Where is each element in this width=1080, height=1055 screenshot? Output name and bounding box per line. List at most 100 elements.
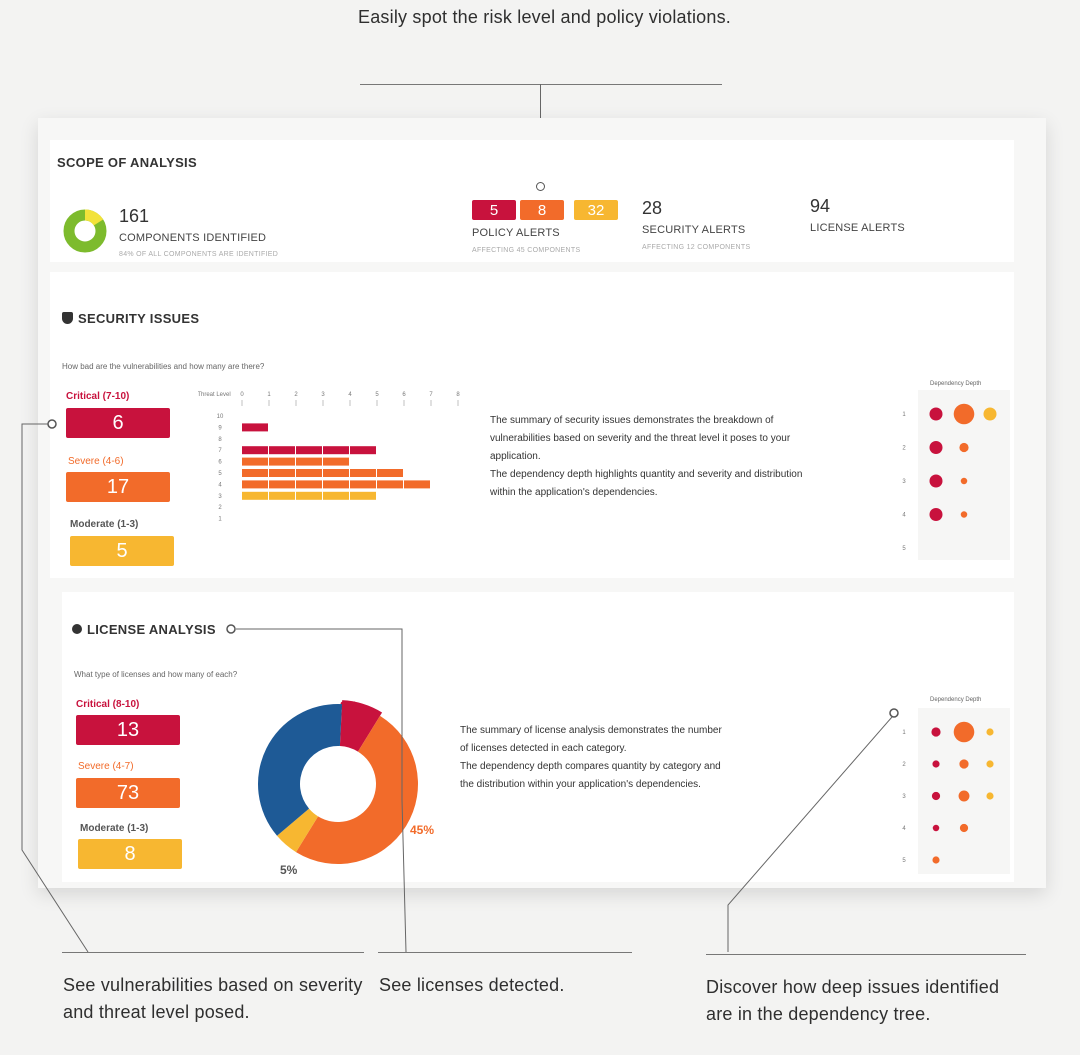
threat-x-tick: 1 — [267, 392, 271, 398]
license-slice — [296, 715, 418, 864]
threat-bar-segment — [323, 457, 349, 466]
license-description: The summary of license analysis demonstr… — [460, 722, 730, 794]
threat-bar-segment — [350, 491, 376, 500]
threat-x-tick: 4 — [348, 392, 352, 398]
license-depth-chart: 1 2 3 4 5 — [902, 721, 994, 864]
threat-bar-segment — [323, 469, 349, 477]
threat-x-tick: 5 — [375, 392, 379, 398]
components-donut — [63, 209, 107, 253]
policy-connector-dot — [536, 182, 545, 191]
license-description-text-2: The dependency depth compares quantity b… — [460, 761, 721, 790]
threat-y-tick: 6 — [218, 460, 222, 466]
security-question: How bad are the vulnerabilities and how … — [62, 362, 265, 371]
connector-severity-dot — [47, 419, 57, 429]
license-alerts-label: LICENSE ALERTS — [810, 222, 905, 234]
threat-bar-segment — [296, 446, 322, 455]
threat-bar-segment — [269, 446, 295, 455]
annotation-right-rule — [706, 954, 1026, 955]
security-title: SECURITY ISSUES — [78, 311, 200, 326]
depth-dot — [986, 760, 994, 768]
threat-bar-segment — [242, 491, 268, 500]
depth-dot — [929, 440, 943, 455]
license-depth-label: Dependency Depth — [930, 697, 982, 703]
license-severe-label: Severe (4-7) — [78, 761, 134, 772]
annotation-top-rule — [360, 84, 722, 85]
policy-badge-moderate[interactable]: 32 — [574, 200, 618, 220]
security-title-row: SECURITY ISSUES — [62, 311, 199, 326]
security-moderate-value[interactable]: 5 — [70, 536, 174, 566]
depth-dot — [959, 759, 969, 769]
license-card — [62, 592, 1014, 882]
security-alerts-count: 28 — [642, 198, 663, 218]
depth-dot — [932, 760, 940, 768]
depth-dot — [931, 791, 941, 801]
license-donut-chart: 8% 45% 5% — [258, 699, 434, 877]
security-critical-value[interactable]: 6 — [66, 408, 170, 438]
license-moderate-value[interactable]: 8 — [78, 839, 182, 869]
license-slice-label: 5% — [280, 863, 298, 877]
policy-badge-critical[interactable]: 5 — [472, 200, 516, 220]
threat-bar-segment — [350, 480, 376, 489]
depth-y-tick: 3 — [902, 479, 906, 485]
threat-bar-segment — [269, 457, 295, 466]
connector-license — [236, 628, 407, 953]
threat-x-tick: 7 — [429, 392, 433, 398]
annotation-bottom-middle: See licenses detected. — [379, 975, 565, 995]
threat-y-tick: 2 — [218, 505, 222, 511]
depth-dot — [959, 442, 969, 453]
components-count: 161 — [119, 206, 150, 226]
security-moderate-label: Moderate (1-3) — [70, 519, 139, 530]
policy-sub: AFFECTING 45 COMPONENTS — [472, 247, 581, 254]
license-critical-label: Critical (8-10) — [76, 699, 140, 710]
depth-y-tick: 4 — [902, 513, 906, 519]
depth-dot — [953, 721, 975, 743]
policy-label: POLICY ALERTS — [472, 227, 560, 239]
annotation-bottom-left: See vulnerabilities based on severity an… — [63, 975, 363, 1022]
security-severe-value[interactable]: 17 — [66, 472, 170, 502]
components-label: COMPONENTS IDENTIFIED — [119, 232, 267, 244]
components-donut-unidentified — [84, 209, 104, 226]
threat-bar-segment — [377, 469, 403, 477]
connector-depth-dot — [889, 708, 899, 718]
threat-bar-segment — [242, 480, 268, 489]
license-critical-value[interactable]: 13 — [76, 715, 180, 745]
security-critical-label: Critical (7-10) — [66, 391, 130, 402]
depth-y-tick: 4 — [902, 826, 906, 832]
security-depth-label: Dependency Depth — [930, 381, 982, 387]
depth-dot — [986, 728, 994, 736]
license-slice — [258, 704, 342, 836]
threat-level-chart: Threat Level 0 1 2 3 4 5 6 7 8 10 9 8 7 6 5 4 3 2 1 — [198, 392, 460, 523]
depth-y-tick: 1 — [902, 412, 906, 418]
policy-badge-severe[interactable]: 8 — [520, 200, 564, 220]
threat-bar-segment — [404, 480, 430, 489]
annotation-middle-rule — [378, 952, 632, 953]
annotation-left-rule — [62, 952, 364, 953]
threat-y-tick: 8 — [218, 437, 222, 443]
threat-x-tick: 0 — [240, 392, 244, 398]
security-alerts-label: SECURITY ALERTS — [642, 224, 746, 236]
depth-y-tick: 5 — [902, 858, 906, 864]
threat-bar-segment — [323, 480, 349, 489]
threat-bar-segment — [296, 457, 322, 466]
threat-bar-segment — [242, 457, 268, 466]
threat-bar-segment — [242, 469, 268, 477]
threat-bar-segment — [296, 469, 322, 477]
security-description-text: The summary of security issues demonstra… — [490, 415, 791, 462]
depth-dot — [958, 790, 970, 802]
threat-y-tick: 1 — [218, 517, 222, 523]
license-description-text: The summary of license analysis demonstr… — [460, 725, 722, 754]
security-severe-label: Severe (4-6) — [68, 456, 124, 467]
threat-bar-segment — [323, 446, 349, 455]
shield-icon — [62, 312, 73, 324]
threat-bar-segment — [242, 446, 268, 455]
license-severe-value[interactable]: 73 — [76, 778, 180, 808]
security-depth-chart: 1 2 3 4 5 — [902, 403, 997, 552]
license-alerts-count: 94 — [810, 196, 831, 216]
threat-bar-segment — [296, 491, 322, 500]
depth-y-tick: 2 — [902, 446, 906, 452]
depth-dot — [932, 824, 940, 832]
license-moderate-label: Moderate (1-3) — [80, 823, 149, 834]
depth-dot — [986, 792, 994, 800]
depth-dot — [932, 856, 940, 864]
